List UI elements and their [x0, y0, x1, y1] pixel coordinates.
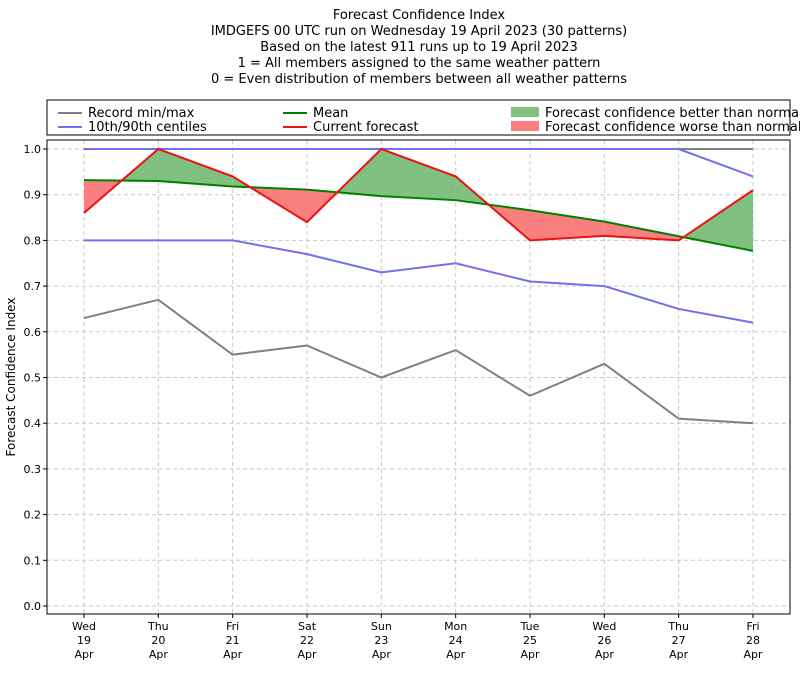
- title-line-5: 0 = Even distribution of members between…: [211, 72, 627, 87]
- legend-swatch: [511, 107, 539, 117]
- x-tick-label: Apr: [372, 648, 392, 661]
- x-tick-label: 23: [374, 634, 388, 647]
- x-tick-label: Apr: [223, 648, 243, 661]
- title-line-4: 1 = All members assigned to the same wea…: [238, 56, 601, 71]
- title-line-2: IMDGEFS 00 UTC run on Wednesday 19 April…: [211, 24, 627, 39]
- x-tick-label: Fri: [226, 620, 239, 633]
- x-tick-label: Apr: [669, 648, 689, 661]
- x-tick-label: Wed: [592, 620, 616, 633]
- x-tick-label: 28: [746, 634, 760, 647]
- worse-than-normal-area: [530, 210, 605, 241]
- x-tick-label: Apr: [595, 648, 615, 661]
- x-tick-label: 27: [672, 634, 686, 647]
- x-tick-label: Wed: [72, 620, 96, 633]
- x-tick-label: Apr: [446, 648, 466, 661]
- series-line-p10: [84, 239, 754, 324]
- x-tick-label: 19: [77, 634, 91, 647]
- x-tick-label: Thu: [147, 620, 169, 633]
- confidence-fill: [84, 149, 753, 251]
- legend-label: Forecast confidence better than normal: [545, 106, 800, 121]
- x-tick-label: Apr: [74, 648, 94, 661]
- x-tick-label: 24: [449, 634, 463, 647]
- y-axis-ticks: 0.0 0.1 0.2 0.3 0.4 0.5 0.6 0.7 0.8 0.9 1.0: [24, 143, 47, 613]
- grid: [47, 140, 790, 614]
- legend-swatch: [511, 121, 539, 131]
- x-tick-label: Thu: [667, 620, 689, 633]
- legend-label: Current forecast: [313, 120, 419, 135]
- legend: Record min/max Mean Forecast confidence be…: [46, 99, 800, 136]
- legend-label: Forecast confidence worse than normal: [545, 120, 800, 135]
- x-tick-label: Apr: [520, 648, 540, 661]
- series-line-mean: [83, 179, 754, 252]
- x-tick-label: 21: [226, 634, 240, 647]
- series-lines: [83, 147, 754, 425]
- legend-frame: [46, 99, 791, 136]
- x-tick-label: Apr: [743, 648, 763, 661]
- series-line-p90: [84, 148, 754, 178]
- x-tick-label: Fri: [746, 620, 759, 633]
- chart-title: Forecast Confidence Index IMDGEFS 00 UTC…: [211, 8, 627, 87]
- y-tick-label: 1.0: [24, 143, 42, 156]
- x-tick-label: Sat: [298, 620, 317, 633]
- y-tick-label: 0.2: [24, 509, 42, 522]
- x-tick-label: 22: [300, 634, 314, 647]
- x-tick-label: 20: [151, 634, 165, 647]
- legend-label: Record min/max: [88, 106, 195, 121]
- y-tick-label: 0.5: [24, 372, 42, 385]
- x-tick-label: Apr: [149, 648, 169, 661]
- x-tick-label: Apr: [297, 648, 317, 661]
- x-tick-label: Mon: [444, 620, 467, 633]
- better-than-normal-area: [683, 190, 753, 251]
- y-tick-label: 0.3: [24, 463, 42, 476]
- y-tick-label: 0.9: [24, 189, 42, 202]
- y-tick-label: 0.1: [24, 554, 42, 567]
- y-tick-label: 0.4: [24, 417, 42, 430]
- x-tick-label: Sun: [371, 620, 392, 633]
- better-than-normal-area: [158, 149, 233, 187]
- worse-than-normal-area: [604, 221, 679, 241]
- better-than-normal-area: [381, 149, 456, 201]
- x-tick-label: Tue: [520, 620, 540, 633]
- x-tick-label: 26: [597, 634, 611, 647]
- title-line-3: Based on the latest 911 runs up to 19 Ap…: [260, 40, 578, 55]
- x-tick-label: 25: [523, 634, 537, 647]
- legend-label: 10th/90th centiles: [88, 120, 207, 135]
- title-line-1: Forecast Confidence Index: [333, 8, 505, 23]
- x-axis-ticks: Wed19AprThu20AprFri21AprSat22AprSun23Apr…: [72, 614, 763, 661]
- y-tick-label: 0.6: [24, 326, 42, 339]
- series-line-record-min: [83, 298, 754, 425]
- plot-area: 0.00.10.20.30.40.50.60.70.80.91.0 Wed19A…: [24, 139, 791, 661]
- y-tick-label: 0.7: [24, 280, 42, 293]
- legend-label: Mean: [313, 106, 348, 121]
- y-axis-label: Forecast Confidence Index: [4, 298, 18, 457]
- y-tick-label: 0.0: [24, 600, 42, 613]
- y-tick-label: 0.8: [24, 234, 42, 247]
- series-line-current: [83, 147, 754, 242]
